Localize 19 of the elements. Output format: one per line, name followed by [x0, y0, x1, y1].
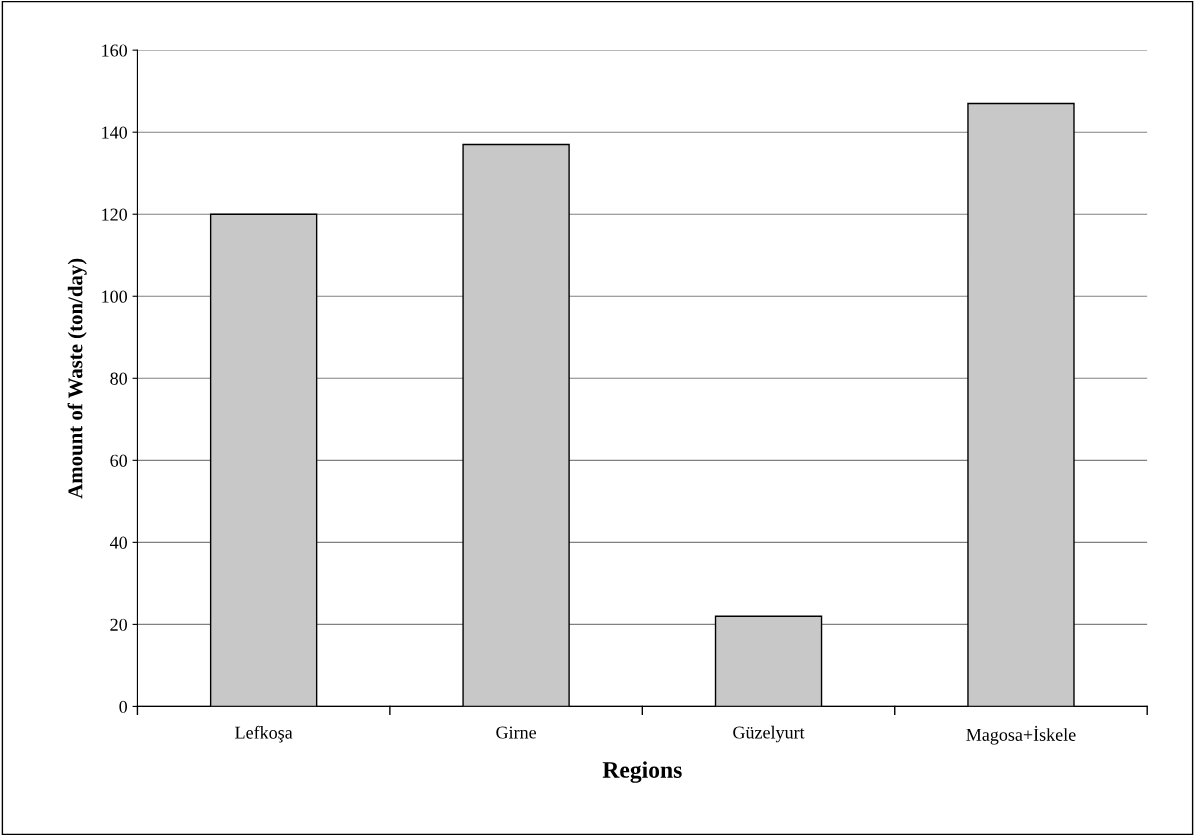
y-tick-label: 40	[110, 536, 128, 549]
y-tick-label: 140	[102, 126, 128, 139]
x-tick-label: Magosa+İskele	[966, 725, 1076, 745]
y-tick-label: 160	[102, 44, 128, 57]
y-tick-label: 20	[110, 618, 128, 631]
x-axis-title: Regions	[602, 761, 682, 783]
x-tick-label: Güzelyurt	[733, 725, 805, 743]
y-tick-label: 60	[110, 454, 128, 467]
bar	[462, 143, 570, 707]
y-tick-label: 120	[102, 208, 128, 221]
y-tick-label: 100	[102, 290, 128, 303]
x-tick-label: Lefkoşa	[235, 725, 293, 743]
x-tick-label: Girne	[496, 726, 537, 739]
y-axis-title: Amount of Waste (ton/day)	[67, 258, 87, 499]
y-tick-label: 80	[110, 372, 128, 385]
bar	[967, 102, 1075, 707]
y-tick-label: 0	[119, 700, 128, 713]
bar	[714, 615, 823, 707]
bar	[209, 213, 318, 707]
